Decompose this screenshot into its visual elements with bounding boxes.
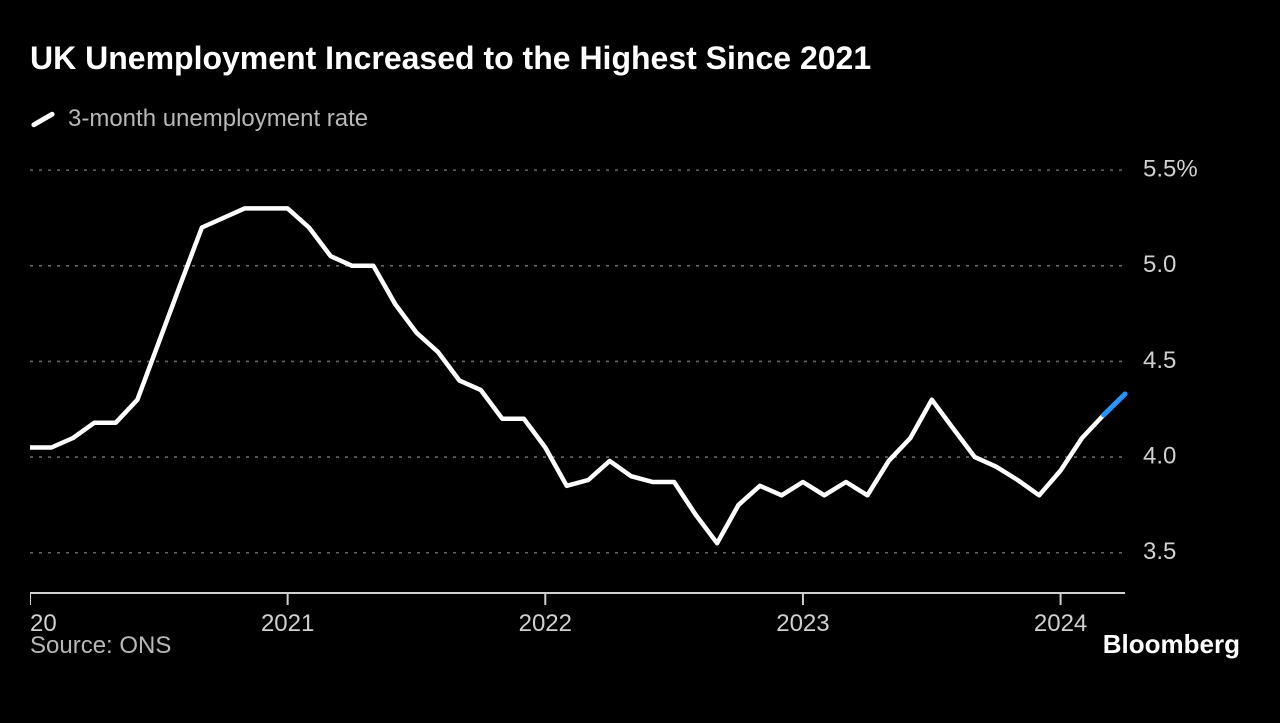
x-tick-label: 2024 xyxy=(1034,610,1087,637)
latest-segment xyxy=(1104,394,1125,415)
chart-container: UK Unemployment Increased to the Highest… xyxy=(0,0,1280,723)
plot-area: 3.54.04.55.05.5%20202021202220232024 xyxy=(30,151,1250,591)
chart-svg: 3.5 4.0 4.5 5.0 5.5% 2020 2021 2022 2023 2024 xyxy=(30,151,1255,641)
chart-title: UK Unemployment Increased to the Highest… xyxy=(30,40,1250,77)
y-tick-label: 5.5% xyxy=(1143,155,1198,182)
x-tick-label: 2023 xyxy=(776,610,829,637)
y-tick-label: 3.5 xyxy=(1143,538,1176,565)
y-tick-label: 5.0 xyxy=(1143,251,1176,278)
x-tick-label: 2022 xyxy=(519,610,572,637)
legend-label: 3-month unemployment rate xyxy=(68,105,368,133)
legend-swatch xyxy=(30,110,55,127)
unemployment-line xyxy=(30,208,1125,543)
y-tick-label: 4.5 xyxy=(1143,347,1176,374)
legend: 3-month unemployment rate xyxy=(30,105,1250,133)
x-tick-label: 2020 xyxy=(30,610,57,637)
y-tick-label: 4.0 xyxy=(1143,442,1176,469)
x-tick-label: 2021 xyxy=(261,610,314,637)
